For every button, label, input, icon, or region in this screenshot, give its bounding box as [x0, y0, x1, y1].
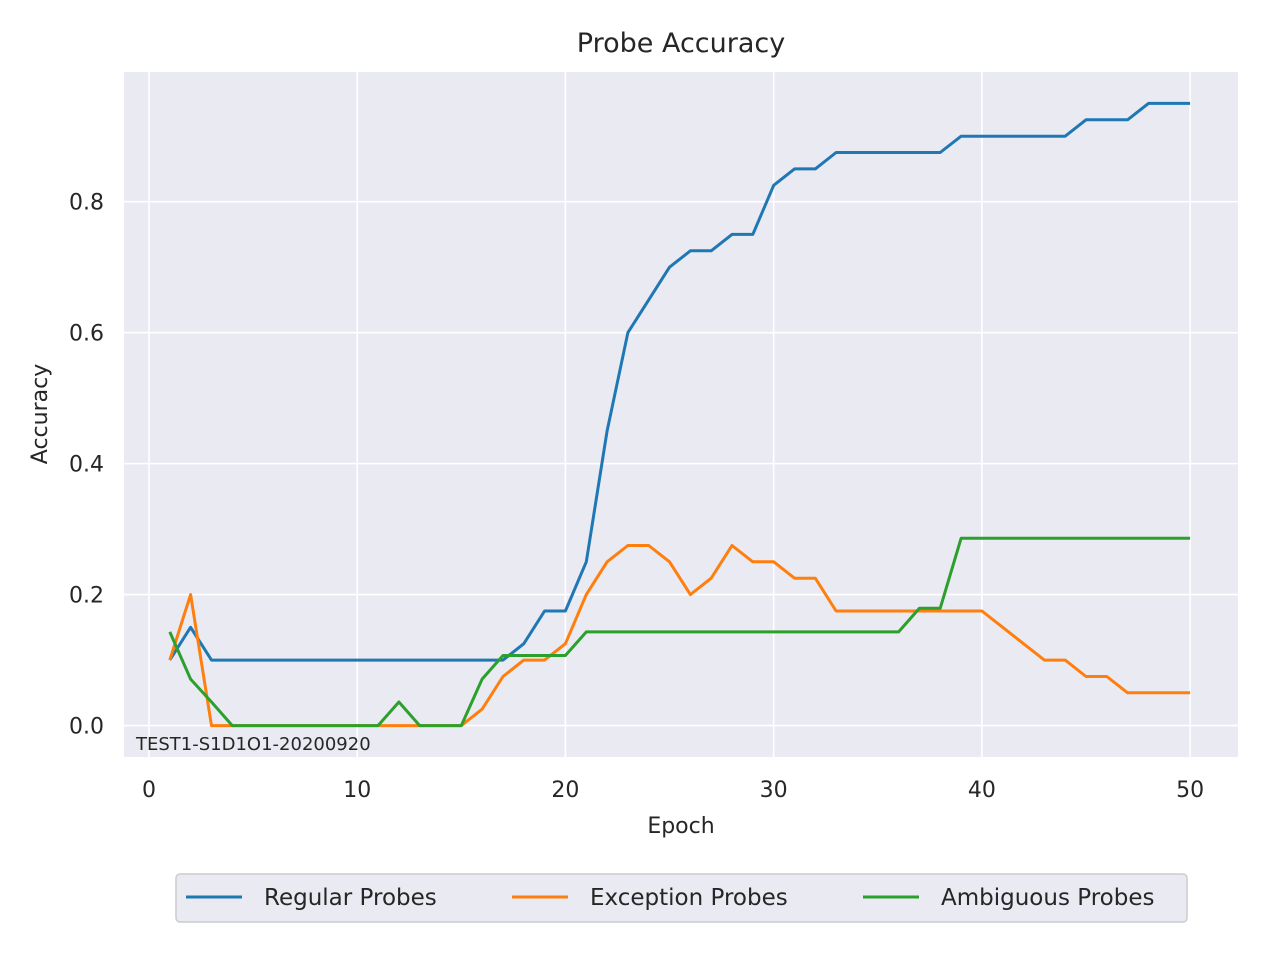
plot-area [124, 72, 1238, 757]
x-tick-label: 10 [343, 778, 371, 803]
legend-label-ambiguous-probes: Ambiguous Probes [941, 885, 1154, 911]
x-tick-label: 20 [551, 778, 579, 803]
y-tick-label: 0.8 [69, 191, 104, 216]
series-lines [168, 101, 1191, 728]
legend-label-exception-probes: Exception Probes [590, 885, 788, 911]
y-tick-label: 0.6 [69, 322, 104, 347]
series-line-ambiguous-probes [168, 536, 1191, 728]
legend: Regular Probes Exception Probes Ambiguous … [175, 873, 1188, 923]
x-axis-label: Epoch [647, 814, 714, 839]
tick-labels: 0 10 20 30 40 50 0.0 0.2 0.4 0.6 0.8 [69, 191, 1204, 803]
y-tick-label: 0.0 [69, 715, 104, 740]
chart-title: Probe Accuracy [577, 28, 785, 59]
y-axis-label: Accuracy [28, 364, 53, 464]
x-tick-label: 50 [1176, 778, 1204, 803]
x-tick-label: 40 [968, 778, 996, 803]
x-tick-label: 30 [760, 778, 788, 803]
legend-box [175, 873, 1188, 923]
x-tick-label: 0 [142, 778, 156, 803]
series-line-regular-probes [168, 101, 1191, 662]
legend-label-regular-probes: Regular Probes [264, 885, 437, 911]
run-id-annotation: TEST1-S1D1O1-20200920 [135, 734, 371, 755]
y-tick-label: 0.4 [69, 453, 104, 478]
y-tick-label: 0.2 [69, 584, 104, 609]
